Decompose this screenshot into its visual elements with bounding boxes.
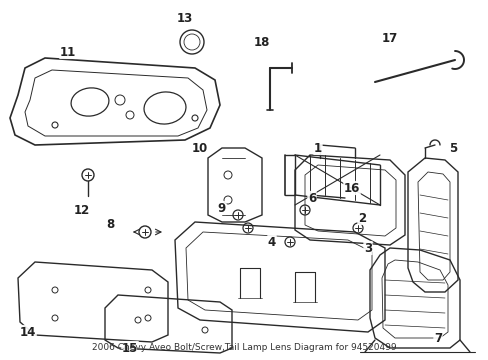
Text: 2: 2: [357, 211, 366, 225]
Text: 8: 8: [106, 219, 114, 231]
Text: 10: 10: [191, 141, 208, 154]
Text: 11: 11: [60, 45, 76, 58]
Text: 17: 17: [381, 31, 397, 45]
Text: 18: 18: [253, 36, 270, 49]
Text: 14: 14: [20, 325, 36, 338]
Text: 12: 12: [74, 203, 90, 216]
Text: 9: 9: [218, 202, 225, 215]
Text: 7: 7: [433, 332, 441, 345]
Text: 13: 13: [177, 12, 193, 24]
Text: 6: 6: [307, 192, 315, 204]
Text: 15: 15: [122, 342, 138, 355]
Text: 2006 Chevy Aveo Bolt/Screw,Tail Lamp Lens Diagram for 94520499: 2006 Chevy Aveo Bolt/Screw,Tail Lamp Len…: [92, 343, 396, 352]
Text: 16: 16: [343, 181, 360, 194]
Text: 5: 5: [448, 141, 456, 154]
Text: 1: 1: [313, 141, 322, 154]
Text: 3: 3: [363, 242, 371, 255]
Text: 4: 4: [267, 235, 276, 248]
